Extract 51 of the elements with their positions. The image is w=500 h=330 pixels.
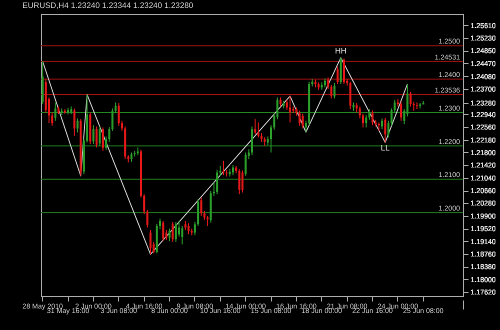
candlestick	[400, 101, 402, 122]
candlestick	[340, 57, 342, 85]
candlestick	[368, 108, 370, 120]
candlestick	[342, 58, 346, 85]
candlestick	[232, 164, 234, 176]
candlestick	[302, 113, 304, 129]
candlestick	[330, 84, 332, 99]
candlestick	[298, 110, 301, 126]
candlestick	[244, 152, 247, 176]
candlestick	[200, 197, 202, 216]
chart-title: EURUSD,H4 1.23240 1.23344 1.23240 1.23280	[22, 1, 194, 10]
candlestick	[289, 96, 292, 123]
candlestick	[92, 124, 94, 145]
line-series	[42, 57, 408, 255]
candlestick	[324, 78, 326, 88]
candlestick	[410, 91, 412, 107]
candlestick	[356, 102, 358, 113]
candlestick	[174, 221, 177, 242]
candlestick	[54, 102, 56, 122]
candlestick	[336, 66, 339, 85]
candlestick	[381, 118, 384, 130]
annotation: HH	[335, 46, 347, 56]
candlestick	[102, 126, 104, 152]
candlestick	[76, 118, 79, 133]
candlestick	[162, 220, 164, 242]
candlestick	[216, 169, 218, 195]
candlestick	[149, 229, 152, 255]
candlestick	[333, 82, 336, 99]
candlestick	[254, 118, 256, 135]
candlestick	[238, 168, 240, 195]
candlestick	[73, 108, 76, 136]
annotation: LL	[380, 143, 390, 152]
candlestick	[168, 228, 171, 242]
candlestick	[181, 225, 184, 245]
candlestick	[241, 170, 244, 194]
candlestick	[250, 126, 254, 156]
candlestick	[146, 209, 148, 228]
candlestick	[184, 220, 186, 230]
candlestick	[98, 126, 101, 146]
candlestick	[327, 76, 330, 90]
candlestick	[349, 81, 352, 110]
candlestick	[130, 152, 133, 162]
candlestick	[371, 110, 374, 126]
candlestick	[257, 122, 260, 138]
candlestick	[188, 222, 190, 235]
candlestick	[96, 126, 98, 148]
candlestick	[378, 122, 380, 132]
candlestick	[172, 221, 174, 242]
candlestick	[406, 84, 408, 117]
candlestick	[365, 114, 368, 128]
candlestick	[384, 117, 386, 143]
